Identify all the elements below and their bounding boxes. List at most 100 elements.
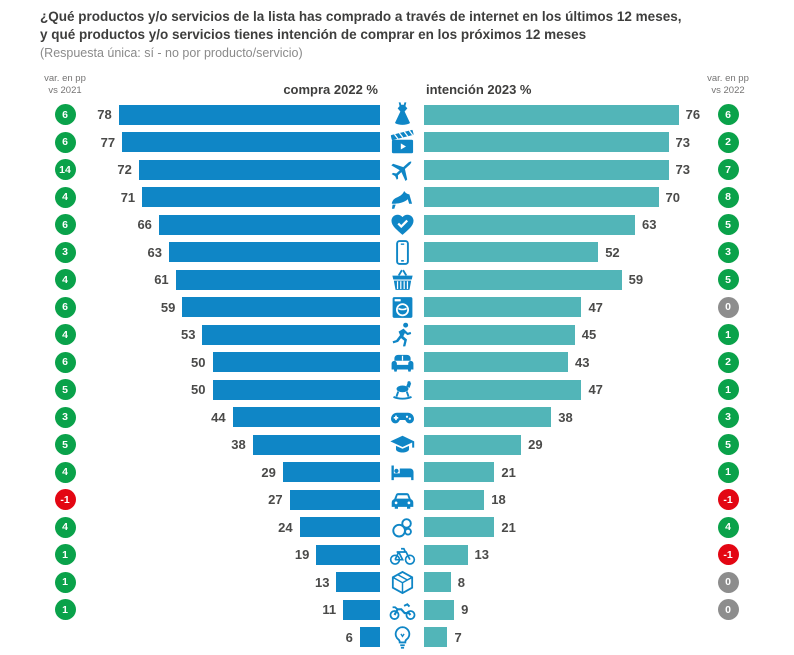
intencion-bar [424,187,659,208]
product-row: 5 38 29 5 [40,431,794,459]
header-var-2022-line2: vs 2022 [711,85,745,96]
intencion-value: 9 [461,602,469,618]
motorcycle-icon [380,596,424,623]
variation-badge-2022: 5 [717,214,739,236]
product-row: 6 59 47 0 [40,293,794,321]
chart-header-row: var. en pp vs 2021 compra 2022 % intenci… [40,73,794,97]
variation-badge-2021: 4 [54,461,76,483]
compra-bar [282,462,380,483]
compra-value: 50 [191,354,206,370]
product-row: 4 53 45 1 [40,321,794,349]
compra-value: 38 [231,437,246,453]
variation-badge-2021: 1 [54,571,76,593]
rocking-horse-icon [380,376,424,403]
compra-value: 71 [120,189,136,205]
header-var-2021: var. en pp vs 2021 [40,73,90,97]
intencion-value: 43 [575,354,590,370]
variation-badge-2021: 1 [54,544,76,566]
product-row: 4 61 59 5 [40,266,794,294]
variation-badge-2022: 0 [717,571,739,593]
intencion-bar [424,379,582,400]
variation-badge-2021: 1 [54,599,76,621]
compra-bar [182,297,380,318]
intencion-bar [424,407,552,428]
compra-value: 61 [154,272,169,288]
compra-bar [316,544,380,565]
high-heel-icon [380,184,424,211]
intencion-value: 8 [457,574,466,590]
compra-bar [138,159,380,180]
variation-badge-2021: 4 [54,516,76,538]
intencion-bar [424,599,455,620]
variation-badge-2022: 5 [717,434,739,456]
compra-bar [118,104,380,125]
compra-value: 59 [160,299,176,315]
intencion-value: 18 [491,492,506,508]
compra-value: 72 [117,162,132,178]
compra-bar [212,379,380,400]
intencion-bar [424,159,669,180]
variation-badge-2022: 0 [717,296,739,318]
header-var-2022: var. en pp vs 2022 [706,73,750,97]
intencion-bar [424,462,495,483]
bicycle-icon [380,541,424,568]
product-row: 6 78 76 6 [40,101,794,129]
intencion-value: 45 [581,327,597,343]
compra-value: 50 [191,382,206,398]
package-box-icon [380,569,424,596]
variation-badge-2022: 3 [717,241,739,263]
intencion-value: 47 [588,382,603,398]
intencion-bar [424,434,522,455]
variation-badge-2021: 4 [54,269,76,291]
variation-badge-2021: 3 [54,241,76,263]
variation-badge-2021: 6 [54,131,76,153]
lightbulb-icon [380,624,424,651]
variation-badge-2022: 3 [717,406,739,428]
intencion-value: 21 [501,519,516,535]
product-row: 3 63 52 3 [40,238,794,266]
runner-icon [380,321,424,348]
compra-bar [336,572,380,593]
product-row: 3 44 38 3 [40,403,794,431]
intencion-bar [424,269,622,290]
header-var-2022-line1: var. en pp [707,73,749,85]
header-var-2021-line2: vs 2021 [48,85,82,96]
variation-badge-2022: -1 [717,489,739,511]
intencion-bar [424,572,451,593]
washing-machine-icon [380,294,424,321]
airplane-icon [380,156,424,183]
intencion-value: 70 [665,189,680,205]
product-row: 6 50 43 2 [40,348,794,376]
intencion-bar [424,214,636,235]
intencion-bar [424,242,599,263]
product-row: 6 66 63 5 [40,211,794,239]
clapperboard-icon [380,129,424,156]
intencion-value: 47 [588,299,603,315]
intencion-value: 29 [528,437,543,453]
variation-badge-2022: 4 [717,516,739,538]
compra-bar [122,132,380,153]
gamepad-icon [380,404,424,431]
compra-bar [359,627,380,648]
variation-badge-2021: 4 [54,324,76,346]
smartphone-icon [380,239,424,266]
product-row: 6 77 73 2 [40,128,794,156]
variation-badge-2022: 1 [717,324,739,346]
variation-badge-2022: 6 [717,104,739,126]
intencion-bar [424,352,569,373]
graduation-cap-icon [380,431,424,458]
compra-value: 24 [278,519,293,535]
variation-badge-2022: 2 [717,351,739,373]
compra-bar [212,352,380,373]
compra-value: 53 [180,327,196,343]
product-row: 1 19 13 -1 [40,541,794,569]
product-row: 4 24 21 4 [40,513,794,541]
compra-bar [343,599,380,620]
compra-bar [158,214,380,235]
compra-value: 77 [100,134,116,150]
intencion-bar [424,544,468,565]
compra-value: 11 [322,602,337,618]
compra-bar [168,242,380,263]
variation-badge-2022: 1 [717,379,739,401]
